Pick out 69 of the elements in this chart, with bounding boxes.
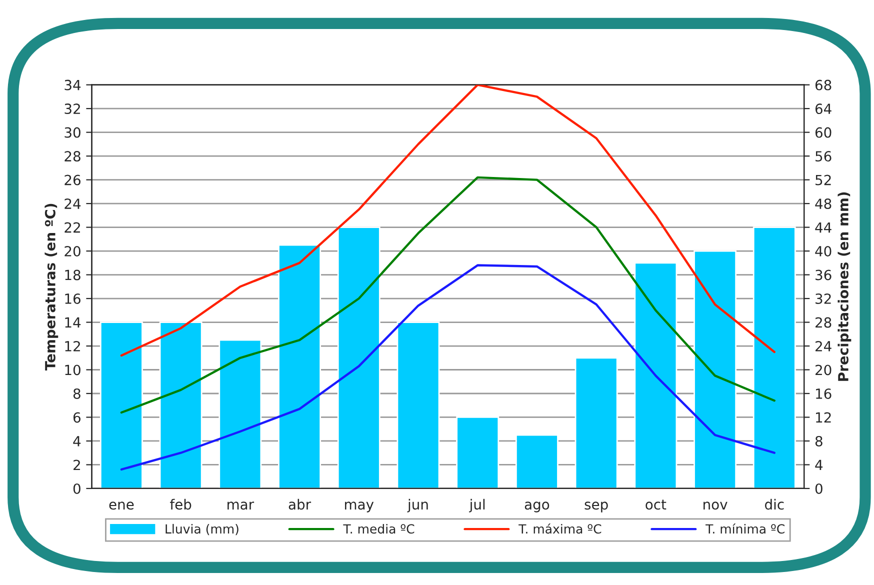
y-tick-label: 30 xyxy=(64,127,80,138)
y2-tick-label: 16 xyxy=(816,388,832,399)
y2-tick-label: 64 xyxy=(815,104,832,114)
y2-tick-label: 20 xyxy=(816,364,832,376)
x-tick-label: ago xyxy=(524,502,550,512)
bar xyxy=(337,226,380,488)
y2-tick-label: 28 xyxy=(816,317,832,328)
y-tick-label: 6 xyxy=(73,412,80,423)
bar xyxy=(396,322,440,488)
y2-tick-label: 56 xyxy=(816,151,832,162)
y-tick-label: 10 xyxy=(65,364,80,376)
x-tick-label: jun xyxy=(407,498,428,512)
y2-tick-label: 44 xyxy=(815,222,832,233)
bar xyxy=(100,322,143,488)
y2-tick-label: 36 xyxy=(816,270,832,280)
bar xyxy=(218,339,262,488)
y2-tick-label: 40 xyxy=(815,246,832,257)
y-tick-label: 28 xyxy=(64,151,80,162)
y2-tick-label: 52 xyxy=(816,174,831,186)
line-series xyxy=(120,264,776,471)
y-tick-label: 16 xyxy=(65,293,80,304)
x-tick-label: mar xyxy=(228,502,254,510)
y-tick-label: 0 xyxy=(73,483,80,494)
y2-tick-label: 48 xyxy=(815,198,832,210)
y-tick-label: 26 xyxy=(64,174,80,186)
y-tick-label: 34 xyxy=(64,80,81,90)
y-tick-label: 18 xyxy=(65,270,80,280)
x-tick-label: abr xyxy=(288,498,312,510)
y-tick-label: 8 xyxy=(73,388,80,399)
y-tick-label: 24 xyxy=(64,198,81,209)
y2-tick-label: 32 xyxy=(816,293,831,304)
x-tick-label: dic xyxy=(765,498,784,510)
y-tick-label: 2 xyxy=(74,460,80,470)
x-tick-label: feb xyxy=(170,498,192,510)
y-tick-label: 14 xyxy=(65,317,81,328)
bar xyxy=(634,262,678,488)
y2-axis-title: Precipitaciones (en mm) xyxy=(838,192,852,381)
bar xyxy=(515,434,558,488)
legend-label: T. media ºC xyxy=(343,524,414,534)
bar xyxy=(574,357,618,488)
x-tick-label: jul xyxy=(469,498,485,512)
y2-tick-label: 8 xyxy=(815,436,822,446)
y-tick-label: 20 xyxy=(64,246,80,257)
y2-tick-label: 60 xyxy=(815,127,832,138)
x-tick-label: nov xyxy=(704,502,728,510)
x-tick-label: may xyxy=(345,502,374,512)
y2-tick-label: 68 xyxy=(815,80,832,90)
y2-tick-label: 24 xyxy=(816,340,832,352)
bar xyxy=(752,226,796,488)
x-tick-label: ene xyxy=(109,502,134,510)
x-tick-label: oct xyxy=(646,500,666,510)
line-series xyxy=(120,176,776,414)
y2-tick-label: 12 xyxy=(816,412,831,423)
bar xyxy=(694,250,737,488)
legend-label: T. mínima ºC xyxy=(706,523,784,534)
y-axis-title: Temperaturas (en ºC) xyxy=(44,204,58,370)
y2-tick-label: 0 xyxy=(815,483,822,494)
y-tick-label: 22 xyxy=(64,222,80,233)
bar xyxy=(159,322,202,488)
legend-label: Lluvia (mm) xyxy=(166,524,238,536)
y2-tick-label: 4 xyxy=(815,460,823,470)
bar xyxy=(456,416,500,488)
y-tick-label: 4 xyxy=(73,436,81,446)
line-series xyxy=(120,84,776,357)
y-tick-label: 12 xyxy=(65,340,80,352)
legend-label: T. máxima ºC xyxy=(518,523,602,534)
x-tick-label: sep xyxy=(584,502,608,512)
y-tick-label: 32 xyxy=(64,104,80,114)
bar xyxy=(278,244,321,488)
